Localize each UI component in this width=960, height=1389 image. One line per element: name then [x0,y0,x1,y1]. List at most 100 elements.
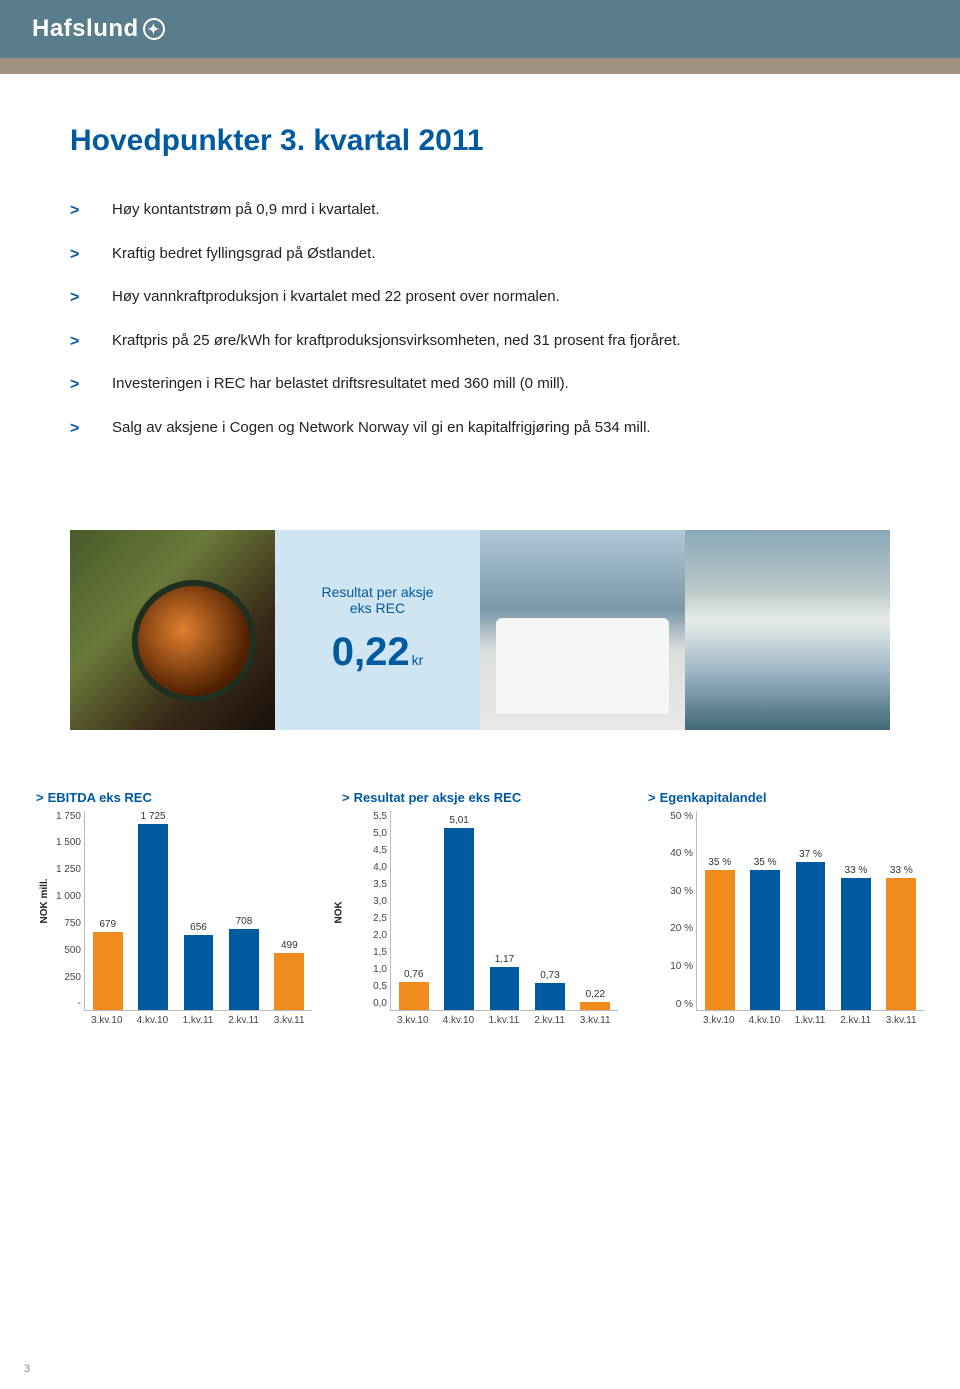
y-tick: 5,0 [347,828,387,839]
x-tick-label: 3.kv.10 [84,1015,130,1026]
bar-wrap: 0,22 [577,811,614,1010]
bar-value-label: 708 [236,916,253,927]
bar-value-label: 499 [281,940,298,951]
bar-wrap: 35 % [746,811,783,1010]
bar [535,983,565,1009]
y-ticks: 1 7501 5001 2501 000750500250- [41,811,85,1010]
bullet-marker: > [70,331,112,353]
x-axis-labels: 3.kv.104.kv.101.kv.112.kv.113.kv.11 [84,1015,312,1026]
bar-wrap: 708 [225,811,262,1010]
y-tick: 0 % [653,999,693,1010]
y-tick: 40 % [653,848,693,859]
bar-wrap: 37 % [792,811,829,1010]
bar-wrap: 679 [89,811,126,1010]
chart-plot-area: 1 7501 5001 2501 000750500250- 6791 7256… [84,811,312,1011]
bar-wrap: 33 % [837,811,874,1010]
x-axis-labels: 3.kv.104.kv.101.kv.112.kv.113.kv.11 [696,1015,924,1026]
bar-value-label: 656 [190,922,207,933]
chart-title: >Egenkapitalandel [648,790,924,805]
bar-wrap: 656 [180,811,217,1010]
bar-value-label: 0,73 [540,970,559,981]
y-tick: - [41,998,81,1009]
bar-wrap: 1,17 [486,811,523,1010]
bullet-marker: > [70,287,112,309]
x-tick-label: 4.kv.10 [742,1015,788,1026]
bar [705,870,735,1009]
bar [886,878,916,1009]
bar [229,929,259,1010]
bullet-marker: > [70,418,112,440]
photo-dam [685,530,890,730]
y-tick: 1 500 [41,837,81,848]
charts-row: >EBITDA eks REC NOK mill. 1 7501 5001 25… [0,730,960,1026]
bar [399,982,429,1009]
bullet-text: Høy kontantstrøm på 0,9 mrd i kvartalet. [112,200,380,220]
y-tick: 30 % [653,886,693,897]
brand-logo: Hafslund ✦ [32,15,165,43]
header-accent-bar [0,58,960,74]
x-tick-label: 2.kv.11 [833,1015,879,1026]
page-number: 3 [24,1363,30,1375]
page-title: Hovedpunkter 3. kvartal 2011 [70,124,890,158]
callout-value: 0,22kr [332,630,424,675]
y-tick: 2,0 [347,930,387,941]
y-tick: 10 % [653,961,693,972]
bar-value-label: 679 [99,919,116,930]
bullet-item: >Salg av aksjene i Cogen og Network Norw… [70,418,890,440]
bar-value-label: 35 % [708,857,731,868]
photo-car [480,530,685,730]
bar [841,878,871,1009]
bar-wrap: 35 % [701,811,738,1010]
y-tick: 4,0 [347,862,387,873]
bar-value-label: 5,01 [449,815,468,826]
bullet-text: Investeringen i REC har belastet driftsr… [112,374,569,394]
chart-equity: >Egenkapitalandel 50 %40 %30 %20 %10 %0 … [648,790,924,1026]
x-tick-label: 1.kv.11 [787,1015,833,1026]
chart-title-text: Resultat per aksje eks REC [354,790,522,805]
photo-pipe [70,530,275,730]
bar-value-label: 0,76 [404,969,423,980]
bullet-text: Høy vannkraftproduksjon i kvartalet med … [112,287,560,307]
bullet-marker: > [70,200,112,222]
brand-name: Hafslund [32,15,139,43]
chart-plot-area: 50 %40 %30 %20 %10 %0 % 35 %35 %37 %33 %… [696,811,924,1011]
bullet-item: >Kraftpris på 25 øre/kWh for kraftproduk… [70,331,890,353]
y-axis-label: NOK [334,901,345,923]
bar [93,932,123,1009]
y-tick: 250 [41,972,81,983]
y-tick: 2,5 [347,913,387,924]
callout-label-1: Resultat per aksje [321,584,433,600]
chart-title: >Resultat per aksje eks REC [342,790,618,805]
bar-value-label: 1,17 [495,954,514,965]
bar [184,935,214,1010]
y-tick: 0,5 [347,981,387,992]
y-ticks: 50 %40 %30 %20 %10 %0 % [653,811,697,1010]
y-tick: 500 [41,945,81,956]
x-tick-label: 3.kv.10 [696,1015,742,1026]
bullet-text: Salg av aksjene i Cogen og Network Norwa… [112,418,651,438]
y-tick: 1 250 [41,864,81,875]
x-tick-label: 1.kv.11 [481,1015,527,1026]
bar [274,953,304,1010]
bar-value-label: 0,22 [586,989,605,1000]
x-tick-label: 3.kv.11 [266,1015,312,1026]
y-tick: 1,0 [347,964,387,975]
x-tick-label: 1.kv.11 [175,1015,221,1026]
bar [444,828,474,1009]
x-tick-label: 3.kv.11 [878,1015,924,1026]
callout-label-2: eks REC [350,600,405,616]
chart-eps: >Resultat per aksje eks REC NOK 5,55,04,… [342,790,618,1026]
y-tick: 1 000 [41,891,81,902]
chart-title-text: Egenkapitalandel [660,790,767,805]
bar-value-label: 35 % [754,857,777,868]
bullet-item: >Høy kontantstrøm på 0,9 mrd i kvartalet… [70,200,890,222]
callout-value-number: 0,22 [332,630,410,674]
x-axis-labels: 3.kv.104.kv.101.kv.112.kv.113.kv.11 [390,1015,618,1026]
bar-value-label: 37 % [799,849,822,860]
bullet-item: >Høy vannkraftproduksjon i kvartalet med… [70,287,890,309]
photo-row: Resultat per aksje eks REC 0,22kr [70,530,890,730]
x-tick-label: 2.kv.11 [527,1015,573,1026]
bar [750,870,780,1009]
chart-plot-area: 5,55,04,54,03,53,02,52,01,51,00,50,0 0,7… [390,811,618,1011]
chart-title: >EBITDA eks REC [36,790,312,805]
